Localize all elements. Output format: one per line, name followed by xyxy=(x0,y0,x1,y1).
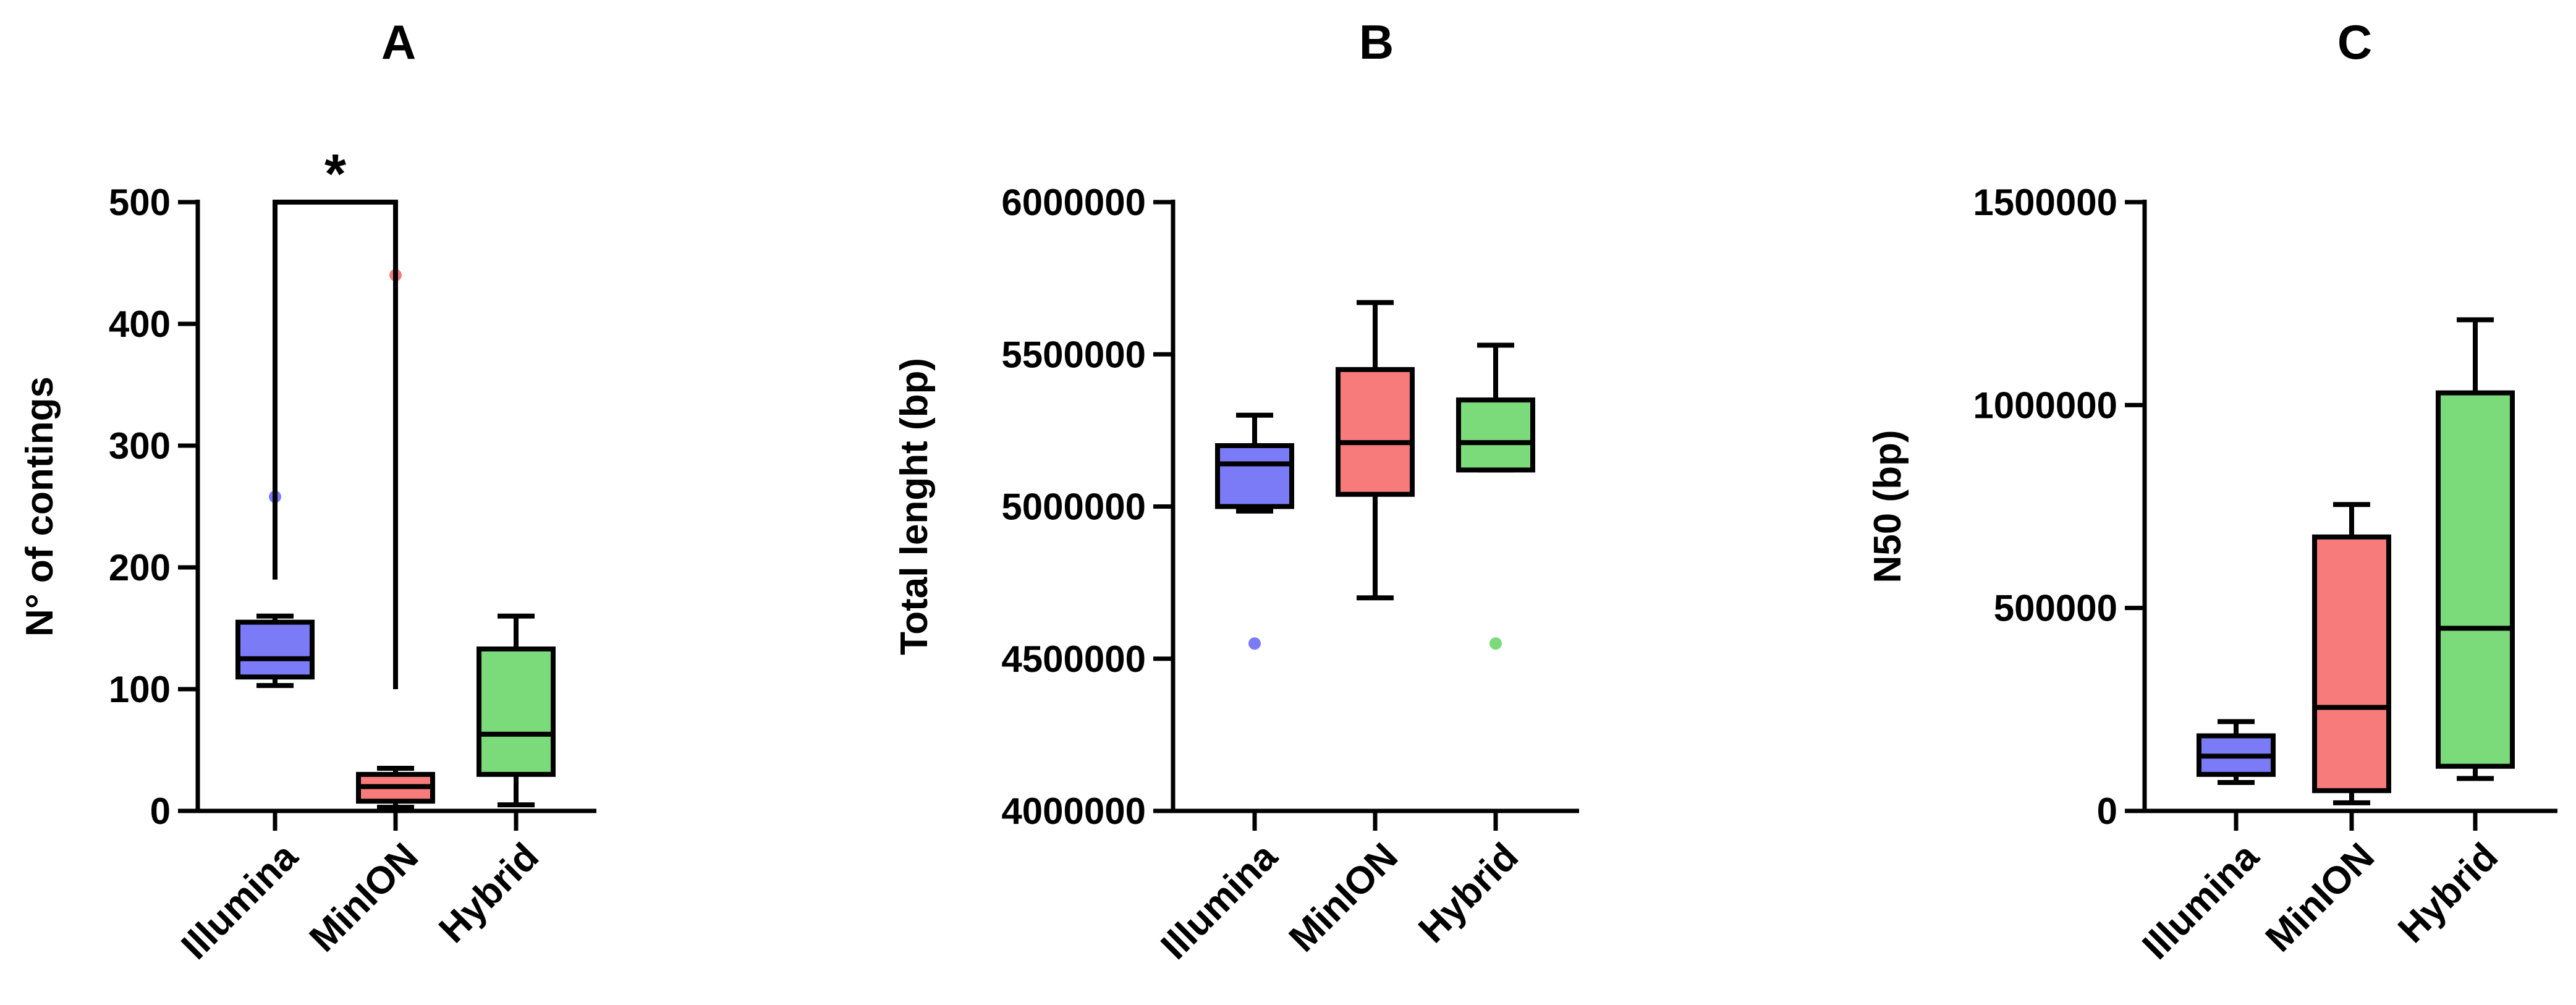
box-iqr xyxy=(1456,397,1535,473)
significance-bracket xyxy=(273,200,398,689)
box-illumina xyxy=(1215,412,1294,650)
y-tick-label: 400 xyxy=(109,303,171,345)
chart-panel-c: C N50 (bp) 0 500000 1000000 1500000 IlluminaMi… xyxy=(1866,15,2557,968)
y-axis-label: Total lenght (bp) xyxy=(893,358,936,655)
box-iqr xyxy=(477,646,556,777)
box-iqr xyxy=(1336,367,1415,497)
x-tick-label-minion: MinION xyxy=(302,835,426,960)
x-tick-label-hybrid: Hybrid xyxy=(431,835,547,951)
y-tick-label: 1500000 xyxy=(1973,182,2117,223)
box-iqr xyxy=(2436,390,2515,769)
box-illumina xyxy=(235,490,315,689)
y-tick-label: 200 xyxy=(109,547,171,588)
chart-panel-b: B Total lenght (bp) 4000000 4500000 5000000 5… xyxy=(893,15,1579,968)
box-iqr xyxy=(2312,534,2391,794)
x-tick-label-minion: MinION xyxy=(2258,835,2383,960)
y-axis-label: N° of contings xyxy=(19,376,61,637)
x-tick-label-illumina: Illumina xyxy=(173,835,306,968)
box-minion xyxy=(356,269,435,810)
y-tick-label: 500 xyxy=(109,182,171,223)
x-tick-label-illumina: Illumina xyxy=(1153,835,1286,968)
x-tick-label-hybrid: Hybrid xyxy=(1410,835,1527,951)
chart-title: B xyxy=(1359,15,1394,69)
y-tick-label: 1000000 xyxy=(1973,384,2117,426)
y-tick-label: 5500000 xyxy=(1001,334,1146,375)
box-hybrid xyxy=(477,613,556,808)
x-tick-label-minion: MinION xyxy=(1281,835,1406,960)
y-axis-label: N50 (bp) xyxy=(1866,430,1909,583)
outlier-point xyxy=(1489,637,1502,650)
box-hybrid xyxy=(1456,342,1535,650)
y-tick-label: 300 xyxy=(109,425,171,467)
box-minion xyxy=(2312,502,2391,805)
y-tick-label: 4000000 xyxy=(1001,791,1146,832)
box-hybrid xyxy=(2436,317,2515,781)
x-tick-label-illumina: Illumina xyxy=(2134,835,2267,968)
y-tick-label: 0 xyxy=(150,791,171,832)
chart-title: C xyxy=(2337,15,2372,69)
box-iqr xyxy=(235,619,315,680)
significance-label: * xyxy=(324,143,346,205)
outlier-point xyxy=(1248,637,1261,650)
y-tick-label: 6000000 xyxy=(1001,182,1146,223)
y-tick-label: 500000 xyxy=(1994,588,2117,629)
box-minion xyxy=(1336,300,1415,601)
chart-panel-a: A N° of contings 0 100 200 300 400 500 IlluminaM… xyxy=(19,15,596,968)
box-iqr xyxy=(1215,443,1294,509)
y-tick-label: 0 xyxy=(2097,791,2117,832)
chart-title: A xyxy=(381,15,416,69)
y-tick-label: 5000000 xyxy=(1001,486,1146,528)
y-tick-label: 4500000 xyxy=(1001,638,1146,680)
x-tick-label-hybrid: Hybrid xyxy=(2390,835,2506,951)
box-illumina xyxy=(2197,719,2276,786)
y-tick-label: 100 xyxy=(109,669,171,710)
